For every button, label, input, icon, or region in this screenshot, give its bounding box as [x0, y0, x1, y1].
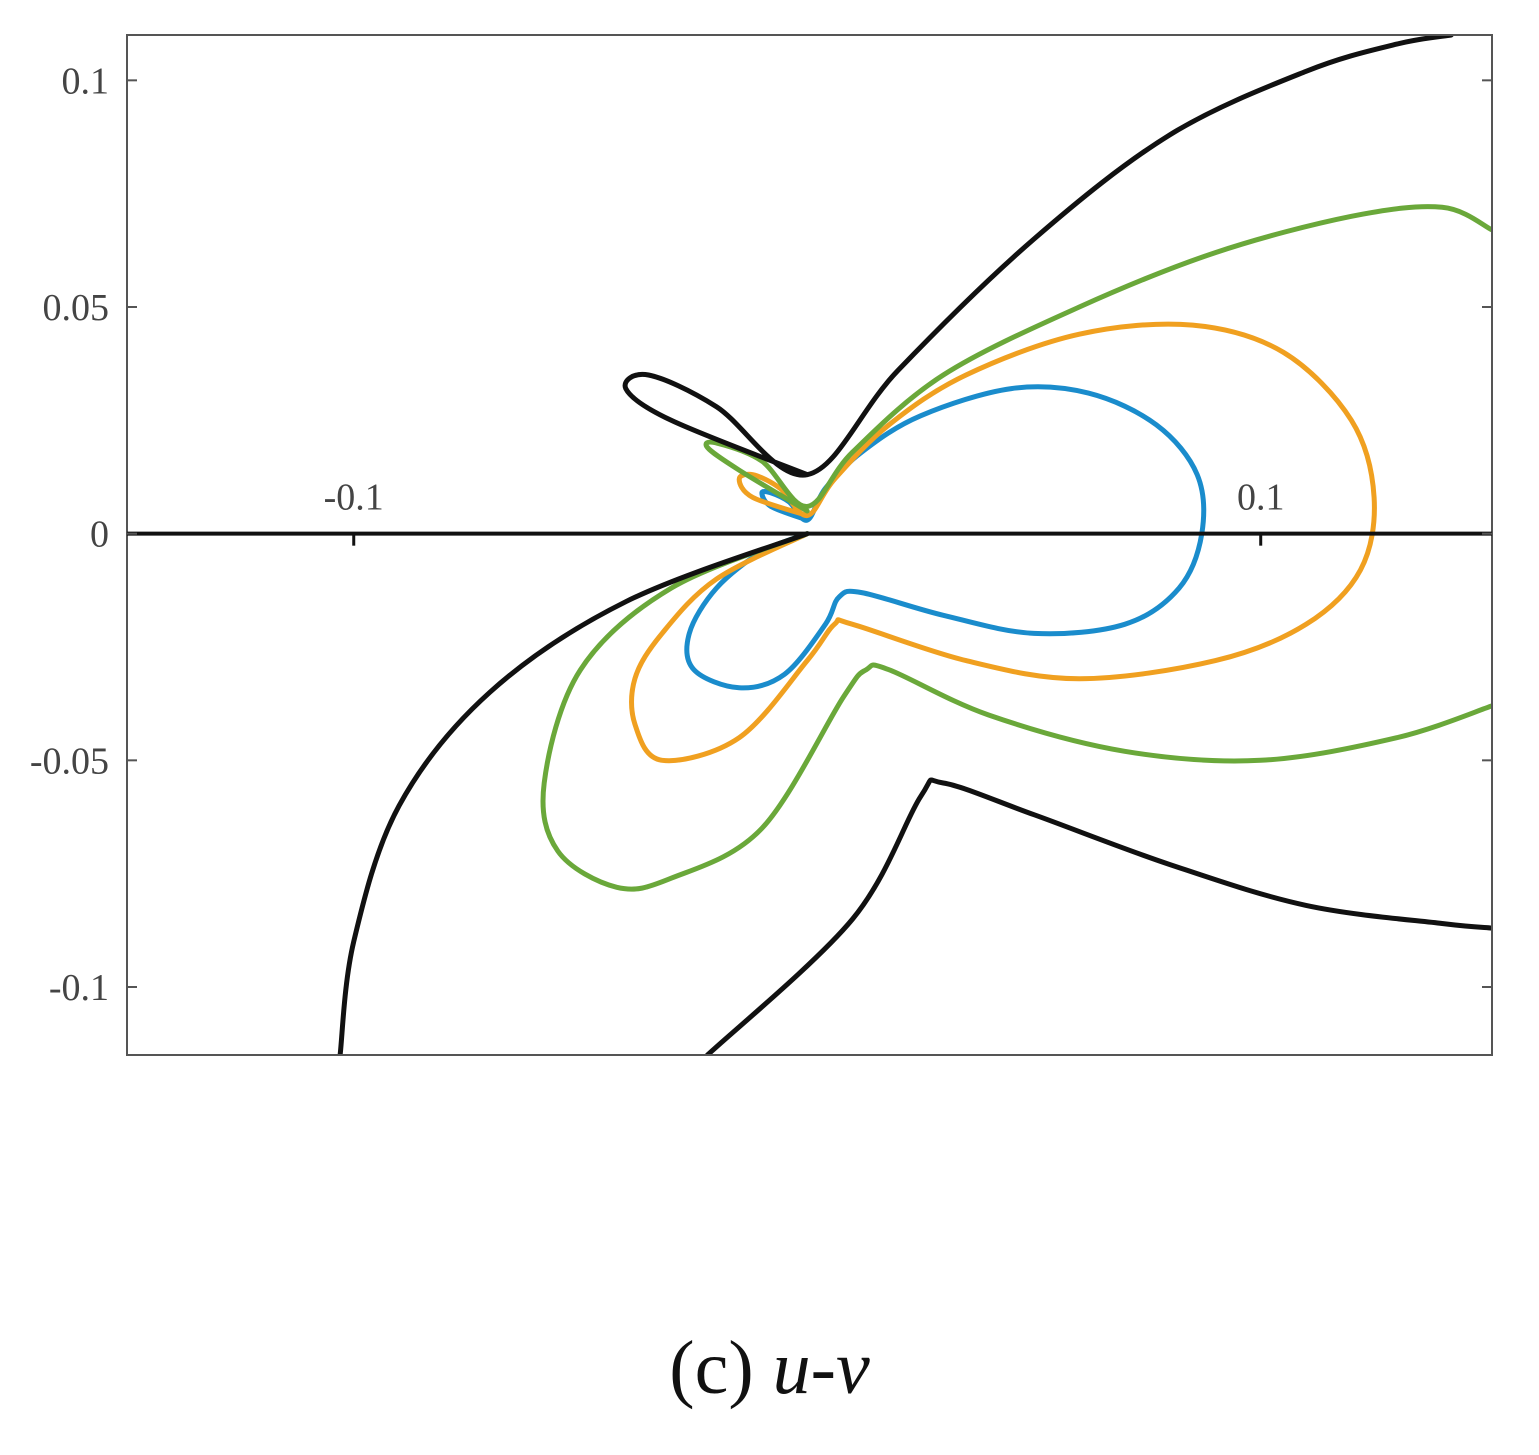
x-tick-label: -0.1 [324, 477, 384, 519]
caption-variable: u-v [772, 1326, 870, 1410]
y-tick-label: -0.05 [30, 740, 109, 782]
x-tick-label: 0.1 [1237, 477, 1285, 519]
contour-line-4-3 [705, 777, 1492, 1055]
y-tick-label: 0 [90, 514, 109, 556]
y-tick-label: 0.1 [62, 60, 110, 102]
tick-labels: 0.1 0.05 0 -0.05 -0.1 -0.1 0.1 [30, 60, 1285, 1009]
contour-line-1-1 [684, 384, 1207, 691]
plot-frame [126, 34, 1493, 1056]
y-tick-label: -0.1 [49, 967, 109, 1009]
contour-plot: 0.1 0.05 0 -0.05 -0.1 -0.1 0.1 [30, 34, 1493, 1056]
caption-panel-label: (c) [669, 1326, 754, 1410]
tick-marks [127, 79, 1492, 988]
contour-line-2-1 [629, 321, 1377, 764]
contour-curves [337, 35, 1492, 1055]
contour-line-3-1 [703, 204, 1492, 514]
contour-line-3-2 [540, 531, 1492, 892]
contour-line-4-1 [622, 35, 1454, 478]
figure-caption: (c) u-v [0, 1325, 1539, 1412]
y-tick-label: 0.05 [43, 287, 110, 329]
contour-line-4-2 [337, 531, 810, 1055]
